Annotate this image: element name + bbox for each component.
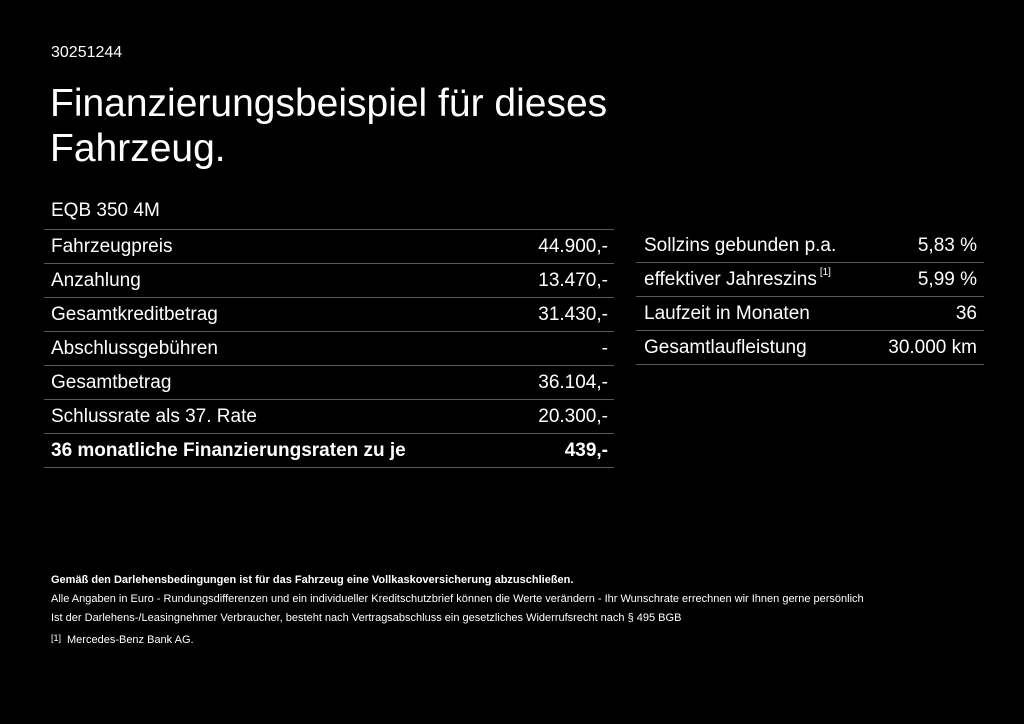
row-label: Gesamtkreditbetrag (51, 303, 218, 325)
table-row: Sollzins gebunden p.a. 5,83 % (636, 229, 984, 263)
row-value: 36.104,- (538, 371, 608, 393)
row-value: 31.430,- (538, 303, 608, 325)
row-label: Anzahlung (51, 269, 141, 291)
row-label: Gesamtlaufleistung (644, 336, 807, 358)
reference-number: 30251244 (51, 44, 123, 61)
row-value: 30.000 km (888, 336, 977, 358)
table-row: Abschlussgebühren - (44, 332, 614, 366)
row-value: 5,99 % (917, 268, 977, 290)
row-label: Fahrzeugpreis (51, 235, 173, 257)
financing-table: Fahrzeugpreis 44.900,- Anzahlung 13.470,… (44, 229, 614, 468)
row-value: 20.300,- (538, 405, 608, 427)
model-name: EQB 350 4M (51, 200, 160, 221)
table-row: Laufzeit in Monaten 36 (636, 297, 984, 331)
footnote-mark: [1] (51, 633, 62, 643)
footnote-marker: [1] (819, 266, 831, 278)
row-value: - (601, 337, 608, 359)
table-row: Anzahlung 13.470,- (44, 264, 614, 298)
insurance-notice: Gemäß den Darlehensbedingungen ist für d… (51, 574, 574, 586)
table-row: Gesamtbetrag 36.104,- (44, 366, 614, 400)
row-label: 36 monatliche Finanzierungsraten zu je (51, 439, 406, 461)
footnote-text: Mercedes-Benz Bank AG. (67, 634, 194, 646)
row-label: Sollzins gebunden p.a. (644, 234, 837, 256)
interest-table: Sollzins gebunden p.a. 5,83 % effektiver… (636, 229, 984, 365)
table-row: Fahrzeugpreis 44.900,- (44, 230, 614, 264)
rounding-notice: Alle Angaben in Euro - Rundungsdifferenz… (51, 593, 864, 605)
row-label: Schlussrate als 37. Rate (51, 405, 257, 427)
table-row: Gesamtlaufleistung 30.000 km (636, 331, 984, 365)
monthly-rate-row: 36 monatliche Finanzierungsraten zu je 4… (44, 434, 614, 468)
row-label: Gesamtbetrag (51, 371, 172, 393)
table-row: effektiver Jahreszins [1] 5,99 % (636, 263, 984, 297)
page-title: Finanzierungsbeispiel für dieses Fahrzeu… (50, 82, 608, 170)
row-label: effektiver Jahreszins [1] (644, 266, 831, 290)
row-value: 5,83 % (917, 234, 977, 256)
row-value: 439,- (564, 439, 608, 461)
row-label: Laufzeit in Monaten (644, 302, 810, 324)
row-value: 44.900,- (538, 235, 608, 257)
footnote: [1] Mercedes-Benz Bank AG. (51, 631, 864, 650)
row-label: Abschlussgebühren (51, 337, 218, 359)
table-row: Gesamtkreditbetrag 31.430,- (44, 298, 614, 332)
withdrawal-notice: Ist der Darlehens-/Leasingnehmer Verbrau… (51, 612, 682, 624)
legal-footer: Gemäß den Darlehensbedingungen ist für d… (51, 571, 864, 650)
row-value: 13.470,- (538, 269, 608, 291)
table-row: Schlussrate als 37. Rate 20.300,- (44, 400, 614, 434)
row-value: 36 (955, 302, 977, 324)
